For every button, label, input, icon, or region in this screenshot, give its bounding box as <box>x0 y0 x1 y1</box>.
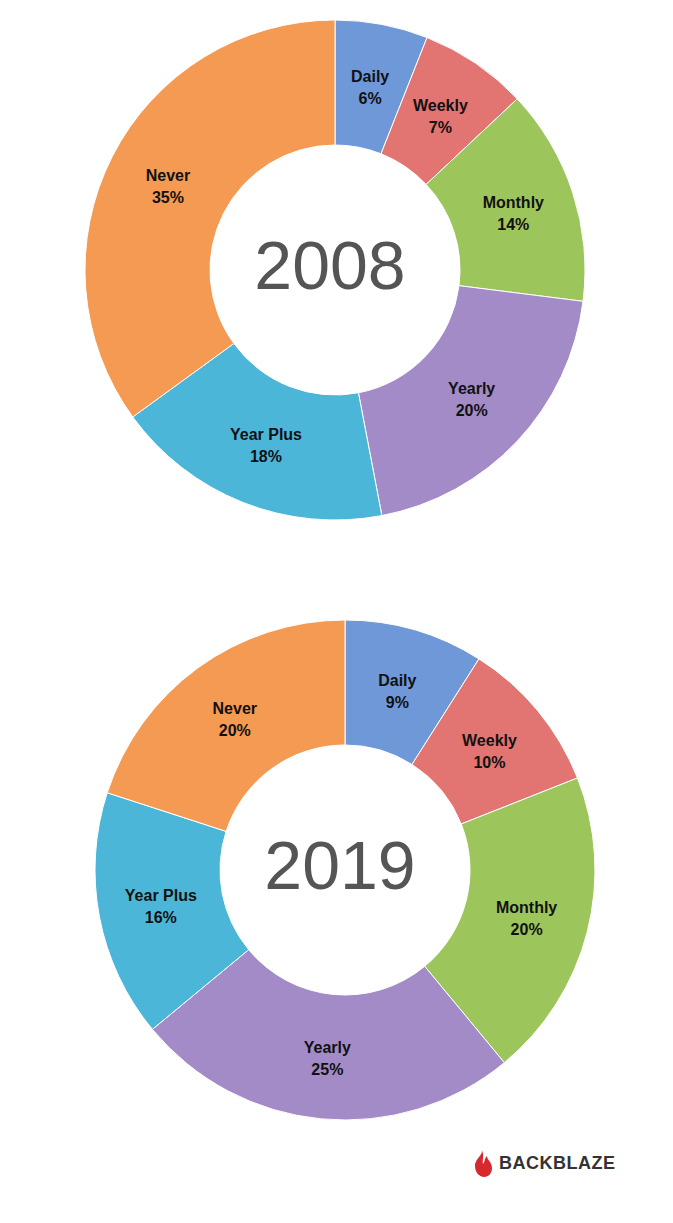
svg-text:Weekly7%: Weekly7% <box>413 97 468 136</box>
svg-text:Daily9%: Daily9% <box>378 672 416 711</box>
svg-text:Yearly20%: Yearly20% <box>448 380 495 419</box>
svg-text:Yearly25%: Yearly25% <box>304 1039 351 1078</box>
svg-text:Never35%: Never35% <box>146 167 190 206</box>
svg-text:Year Plus16%: Year Plus16% <box>125 887 197 926</box>
html-text:BACKBLAZE: BACKBLAZE <box>499 1152 616 1173</box>
svg-text:Never20%: Never20% <box>213 700 257 739</box>
svg-text:Year Plus18%: Year Plus18% <box>230 426 302 465</box>
svg-text:Daily6%: Daily6% <box>351 68 389 107</box>
html-text:2019: 2019 <box>264 827 416 903</box>
svg-text:Monthly20%: Monthly20% <box>496 899 557 938</box>
svg-text:Weekly10%: Weekly10% <box>462 732 517 771</box>
html-text:2008: 2008 <box>254 227 406 303</box>
svg-text:Monthly14%: Monthly14% <box>483 194 544 233</box>
